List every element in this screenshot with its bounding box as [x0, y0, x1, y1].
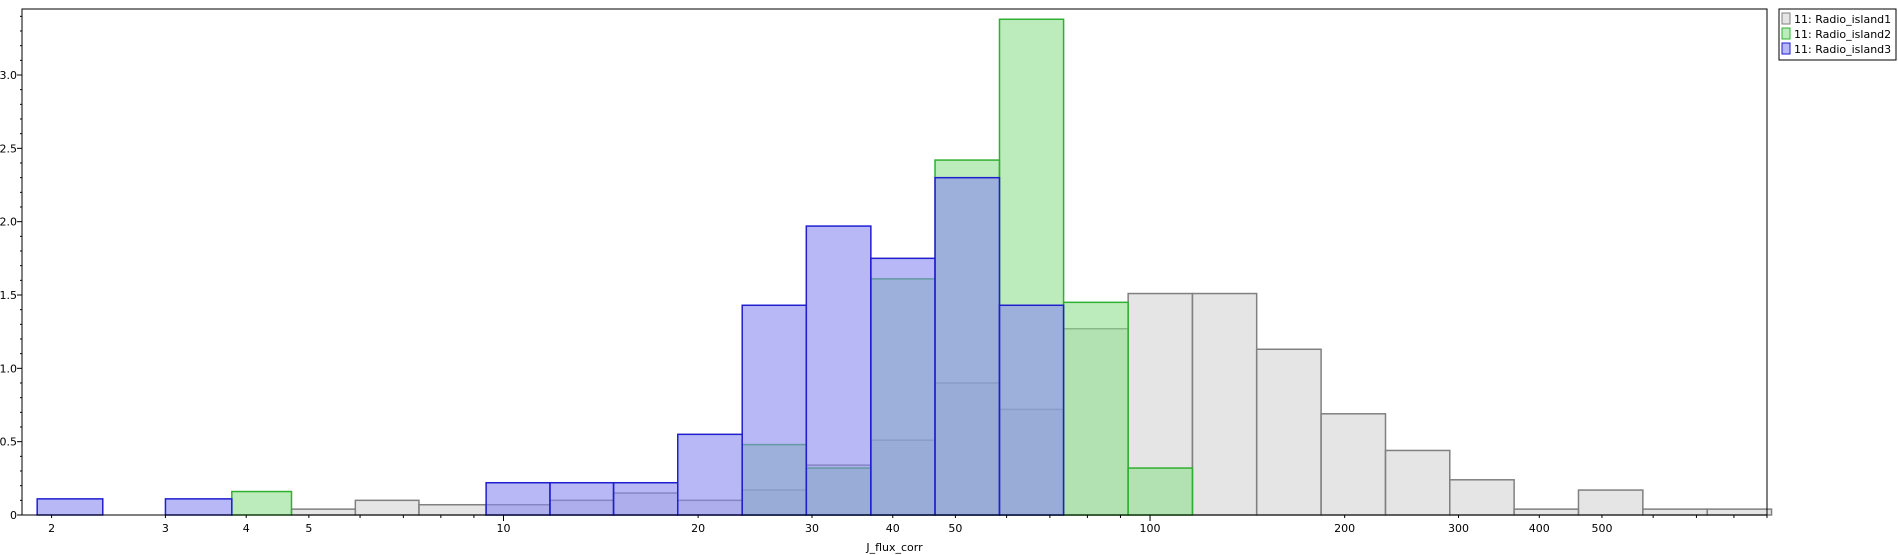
legend-swatch [1781, 12, 1791, 25]
y-axis: 0 0.5 1.0 1.5 2.0 2.5 3.0 [0, 15, 22, 522]
bar-s3-6 [677, 433, 743, 516]
x-tick-label: 5 [305, 522, 312, 535]
x-tick-label: 4 [243, 522, 250, 535]
legend-box [1778, 8, 1897, 61]
y-tick-label: 0.5 [0, 436, 17, 449]
bar-s1-20 [1513, 508, 1580, 516]
x-tick-label: 3 [162, 522, 169, 535]
bar-s3-2 [164, 498, 233, 516]
legend-item[interactable]: 11: Radio_island1 [1781, 12, 1891, 26]
x-tick-label: 2 [48, 522, 55, 535]
bar-s3-8 [805, 225, 872, 516]
x-tick-label: 300 [1448, 522, 1469, 535]
bar-s1-17 [1320, 413, 1387, 516]
x-tick-label: 10 [496, 522, 510, 535]
y-tick-label: 1.0 [0, 362, 17, 375]
series-3 [36, 176, 1065, 516]
bar-s3-7 [741, 304, 808, 516]
bar-s1-19 [1449, 479, 1515, 516]
bar-s3-1 [36, 498, 104, 516]
y-tick-label: 2.0 [0, 216, 17, 229]
bar-s3-5 [612, 481, 679, 516]
x-axis: 2 3 4 5 10 20 30 40 50 100 200 300 400 500 [48, 515, 1768, 535]
x-tick-label: 20 [691, 522, 705, 535]
bar-s2-1 [231, 490, 293, 516]
bar-s1-18 [1384, 449, 1451, 516]
x-tick-label: 40 [886, 522, 900, 535]
bars-layer [36, 18, 1773, 516]
bar-s1-15 [1191, 292, 1258, 516]
x-tick-label: 50 [948, 522, 962, 535]
bar-s1-21 [1577, 489, 1644, 516]
bar-s3-3 [485, 481, 551, 516]
legend-label: 11: Radio_island2 [1794, 28, 1891, 41]
y-tick-label: 2.5 [0, 142, 17, 155]
bar-s1-1 [290, 508, 357, 516]
legend-item[interactable]: 11: Radio_island3 [1781, 42, 1891, 56]
bar-s3-4 [549, 481, 615, 516]
y-tick-label: 1.5 [0, 289, 17, 302]
bar-s1-22 [1642, 508, 1708, 516]
x-tick-label: 30 [805, 522, 819, 535]
x-tick-label: 500 [1591, 522, 1612, 535]
bar-s1-3 [418, 503, 487, 516]
legend-swatch [1781, 42, 1791, 55]
bar-s3-10 [934, 176, 1001, 516]
bar-s3-9 [870, 257, 936, 516]
bar-s1-16 [1255, 348, 1322, 516]
legend[interactable]: 11: Radio_island1 11: Radio_island2 11: Ra… [1778, 8, 1897, 61]
bar-s1-23 [1706, 508, 1773, 516]
legend-item[interactable]: 11: Radio_island2 [1781, 27, 1891, 41]
bar-s2-8 [1127, 467, 1194, 516]
bar-s3-11 [998, 304, 1065, 516]
y-tick-label: 3.0 [0, 69, 17, 82]
bar-s1-2 [354, 499, 420, 516]
legend-label: 11: Radio_island1 [1794, 13, 1891, 26]
y-tick-label: 0 [10, 509, 17, 522]
x-axis-title: J_flux_corr [865, 541, 923, 554]
plot-frame [21, 8, 1768, 516]
legend-label: 11: Radio_island3 [1794, 43, 1891, 56]
x-tick-label: 400 [1529, 522, 1550, 535]
legend-swatch [1781, 27, 1791, 40]
bar-s2-7 [1062, 301, 1129, 516]
x-tick-label: 200 [1334, 522, 1355, 535]
x-tick-label: 100 [1140, 522, 1161, 535]
